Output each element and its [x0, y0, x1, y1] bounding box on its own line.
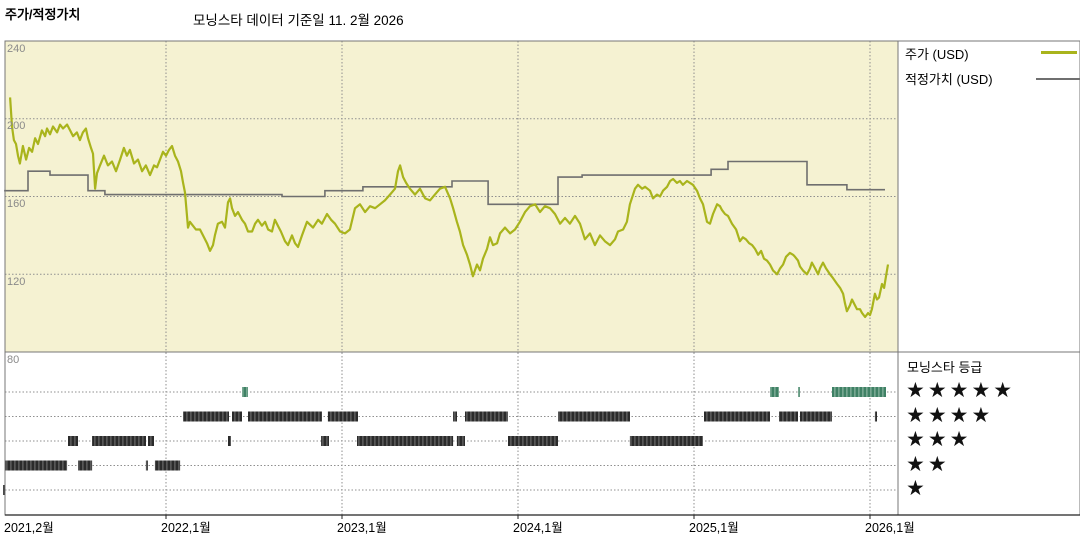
y-tick-120: 120 [7, 275, 26, 288]
x-tick-2021,2월: 2021,2월 [4, 521, 54, 535]
rating-row-4-stars: ★★★★ [906, 403, 994, 427]
chart-subtitle: 모닝스타 데이터 기준일 11. 2월 2026 [193, 13, 404, 28]
rating-row-5-stars: ★★★★★ [906, 379, 1016, 402]
y-tick-80: 80 [7, 353, 20, 366]
rating-row-2-stars: ★★ [906, 452, 950, 476]
y-tick-200: 200 [7, 120, 26, 133]
legend-fair-value-line-sample [1036, 78, 1080, 80]
x-tick-2025,1월: 2025,1월 [689, 521, 739, 535]
rating-panel-title: 모닝스타 등급 [907, 360, 983, 375]
legend-price-line-sample [1041, 51, 1077, 54]
x-tick-2022,1월: 2022,1월 [161, 521, 211, 535]
chart-title: 주가/적정가치 [5, 7, 81, 22]
legend-fair-value-label: 적정가치 (USD) [905, 72, 993, 87]
rating-row-1-stars: ★ [906, 477, 928, 500]
y-tick-160: 160 [7, 198, 26, 210]
x-tick-2024,1월: 2024,1월 [513, 521, 563, 535]
y-tick-240: 240 [7, 42, 26, 55]
rating-row-3-stars: ★★★ [906, 428, 972, 451]
x-tick-2026,1월: 2026,1월 [865, 521, 915, 535]
x-tick-2023,1월: 2023,1월 [337, 521, 387, 535]
legend-price-label: 주가 (USD) [905, 47, 969, 62]
